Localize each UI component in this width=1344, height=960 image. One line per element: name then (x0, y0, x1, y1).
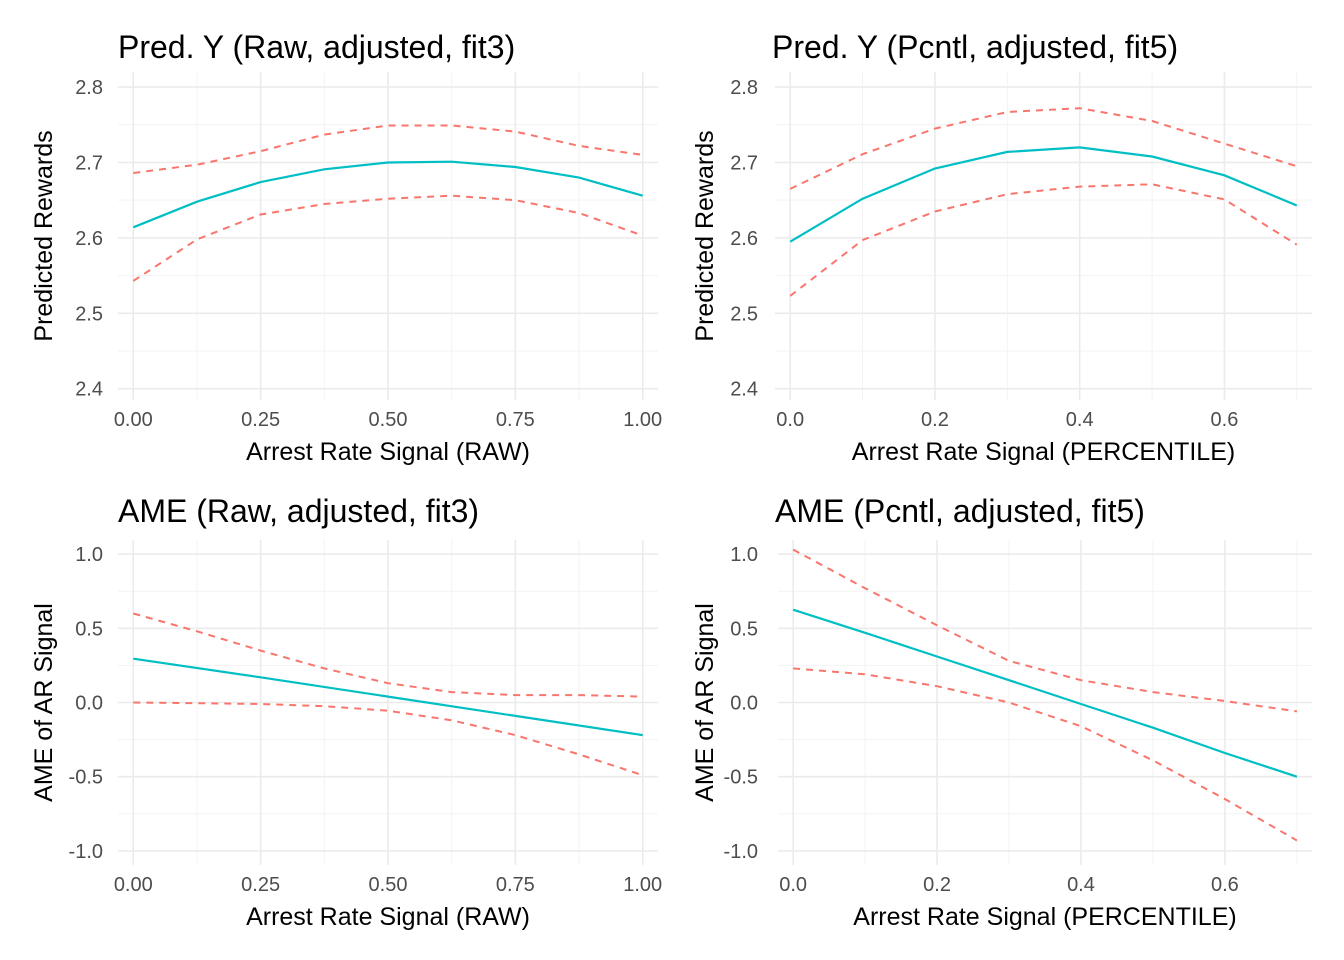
x-tick-label: 0.25 (241, 409, 280, 431)
chart-title: AME (Raw, adjusted, fit3) (118, 493, 479, 529)
fit-line (133, 657, 643, 737)
y-tick-label: 1.0 (75, 544, 103, 566)
ci-upper-line (792, 548, 1298, 713)
fit-line (132, 160, 644, 229)
ci-lower-line (793, 667, 1298, 842)
y-tick-label: 2.8 (730, 77, 758, 99)
y-tick-label: 2.7 (730, 152, 758, 174)
ci-lower-line (789, 183, 1298, 297)
y-tick-label: 2.8 (75, 77, 103, 99)
x-axis-label: Arrest Rate Signal (RAW) (246, 438, 530, 466)
x-tick-label: 0.00 (114, 409, 153, 431)
x-tick-label: 1.00 (623, 874, 662, 896)
y-tick-label: 1.0 (730, 544, 758, 566)
chart-title: AME (Pcntl, adjusted, fit5) (775, 493, 1145, 529)
x-tick-label: 0.6 (1211, 409, 1239, 431)
fit-line (792, 608, 1298, 778)
chart-title: Pred. Y (Pcntl, adjusted, fit5) (772, 29, 1178, 65)
y-axis-label: AME of AR Signal (30, 603, 58, 802)
x-tick-label: 0.75 (496, 409, 535, 431)
x-tick-label: 0.0 (776, 409, 804, 431)
y-axis-label: Predicted Rewards (691, 130, 719, 341)
y-axis-label: AME of AR Signal (691, 603, 719, 802)
x-tick-label: 0.0 (779, 874, 807, 896)
x-axis-label: Arrest Rate Signal (PERCENTILE) (853, 903, 1236, 931)
y-tick-label: -0.5 (724, 767, 758, 789)
x-tick-label: 0.6 (1211, 874, 1239, 896)
x-tick-label: 0.4 (1066, 409, 1094, 431)
x-tick-label: 0.75 (496, 874, 535, 896)
x-tick-label: 0.50 (369, 874, 408, 896)
panel-pred-raw: 0.00 0.25 0.50 0.75 1.00 2.4 2.5 2.6 2.7 2.8 Pred.… (30, 29, 662, 466)
panel-ame-pcntl: 0.0 0.2 0.4 0.6 -1.0 -0.5 0.0 0.5 1.0 AME (Pcntl,… (691, 493, 1312, 931)
y-tick-label: 2.6 (730, 228, 758, 250)
x-tick-label: 0.2 (923, 874, 951, 896)
y-tick-label: 0.5 (75, 618, 103, 640)
x-tick-label: 1.00 (623, 409, 662, 431)
ci-upper-line (789, 107, 1298, 190)
y-tick-label: 0.0 (75, 693, 103, 715)
y-tick-label: -1.0 (724, 841, 758, 863)
ci-upper-line (133, 124, 643, 174)
y-tick-label: -1.0 (69, 841, 103, 863)
x-tick-label: 0.00 (114, 874, 153, 896)
y-tick-label: -0.5 (69, 767, 103, 789)
y-axis-label: Predicted Rewards (30, 130, 58, 341)
x-tick-label: 0.25 (241, 874, 280, 896)
panel-pred-pcntl: 0.0 0.2 0.4 0.6 2.4 2.5 2.6 2.7 2.8 Pred. Y (Pcnt… (691, 29, 1312, 466)
y-tick-label: 2.5 (75, 303, 103, 325)
y-tick-label: 0.0 (730, 693, 758, 715)
x-axis-label: Arrest Rate Signal (PERCENTILE) (852, 438, 1235, 466)
ci-lower-line (133, 701, 644, 777)
chart-title: Pred. Y (Raw, adjusted, fit3) (118, 29, 515, 65)
ci-upper-line (133, 612, 643, 698)
ci-lower-line (132, 194, 644, 282)
x-tick-label: 0.4 (1067, 874, 1095, 896)
y-tick-label: 2.4 (730, 379, 758, 401)
panel-ame-raw: 0.00 0.25 0.50 0.75 1.00 -1.0 -0.5 0.0 0.5 1.0 AME… (30, 493, 662, 931)
x-axis-label: Arrest Rate Signal (RAW) (246, 903, 530, 931)
x-tick-label: 0.50 (369, 409, 408, 431)
y-tick-label: 2.7 (75, 152, 103, 174)
y-tick-label: 2.4 (75, 379, 103, 401)
y-tick-label: 0.5 (730, 618, 758, 640)
x-tick-label: 0.2 (921, 409, 949, 431)
y-tick-label: 2.5 (730, 303, 758, 325)
y-tick-label: 2.6 (75, 228, 103, 250)
fit-line (789, 146, 1298, 243)
